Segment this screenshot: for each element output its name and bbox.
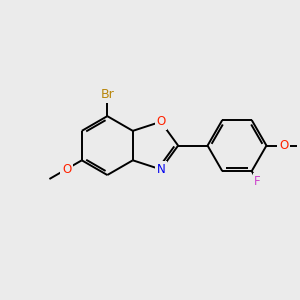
Text: O: O <box>62 163 71 176</box>
Text: Br: Br <box>100 88 114 101</box>
Text: F: F <box>254 175 261 188</box>
Text: O: O <box>279 139 288 152</box>
Text: N: N <box>156 163 165 176</box>
Text: O: O <box>156 115 165 128</box>
